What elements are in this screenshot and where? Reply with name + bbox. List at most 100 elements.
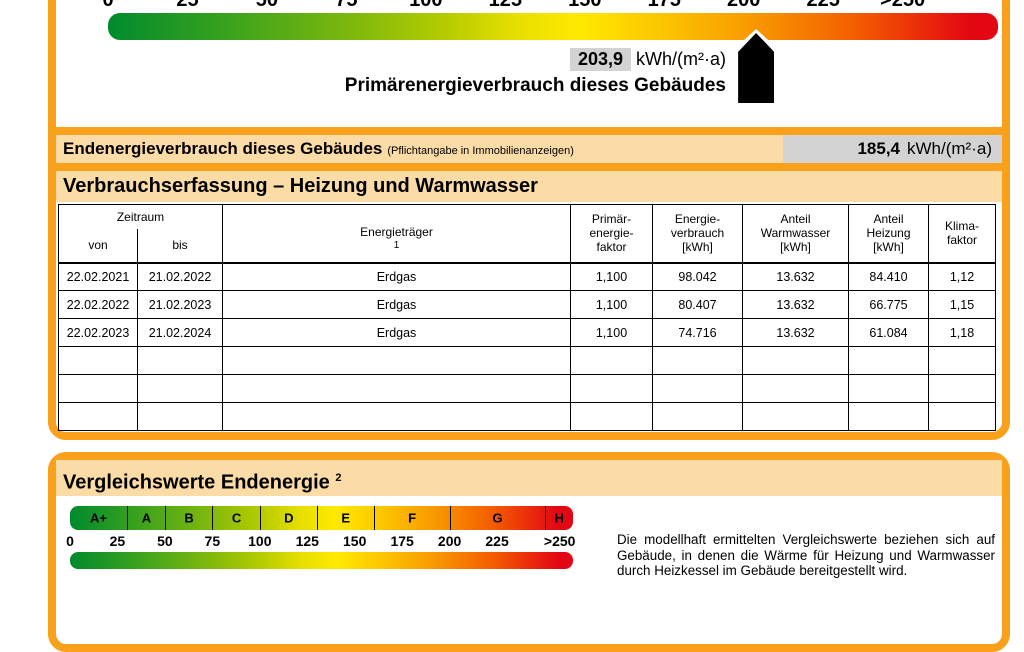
table-cell: 13.632: [742, 262, 849, 291]
col-header-zeitraum: Zeitraum: [58, 204, 223, 229]
table-cell: Erdgas: [222, 318, 571, 347]
table-cell: [570, 374, 653, 403]
table-cell: [742, 402, 849, 431]
footnote-sup: 1: [393, 239, 400, 251]
table-cell: [652, 374, 743, 403]
value-marker-arrow-fill: [738, 33, 775, 103]
table-cell: 1,18: [928, 318, 996, 347]
table-row: 22.02.2021 21.02.2022 Erdgas 1,100 98.042 13.…: [58, 262, 996, 291]
table-cell: 84.410: [848, 262, 929, 291]
efficiency-class-bar: A+ A B C D E F G H: [70, 506, 573, 530]
table-cell: [928, 402, 996, 431]
table-cell: [137, 402, 223, 431]
efficiency-class-segment-a: A: [126, 506, 165, 530]
endenergie-value: 185,4: [857, 139, 901, 158]
table-cell: [570, 346, 653, 375]
consumption-table: Zeitraum Energieträger 1 Primär- energie…: [58, 204, 996, 431]
col-header-energieverbrauch: Energie- verbrauch [kWh]: [652, 204, 743, 263]
table-cell: 21.02.2023: [137, 290, 223, 319]
primary-scale-tick: 0: [102, 0, 114, 11]
primary-scale-caption: Primärenergieverbrauch dieses Gebäudes: [344, 75, 726, 96]
table-cell: Erdgas: [222, 262, 571, 291]
comparison-tick: 0: [66, 533, 74, 549]
consumption-section-title: Verbrauchserfassung – Heizung und Warmwa…: [56, 171, 1002, 202]
table-cell: 80.407: [652, 290, 743, 319]
table-cell: 74.716: [652, 318, 743, 347]
comparison-tick: 225: [485, 533, 509, 549]
table-row: [58, 402, 996, 431]
table-cell: 22.02.2022: [58, 290, 138, 319]
efficiency-class-segment-e: E: [316, 506, 374, 530]
col-header-primaerenergiefaktor: Primär- energie- faktor: [570, 204, 653, 263]
primary-scale-tick: >250: [880, 0, 926, 11]
efficiency-class-segment-b: B: [164, 506, 212, 530]
efficiency-class-segment-a+: A+: [70, 506, 127, 530]
table-cell: [652, 346, 743, 375]
comparison-content: A+ A B C D E F G H 0 25 50 75 100 125 150 175 200 225 >250…: [56, 496, 1002, 606]
comparison-card: Vergleichswerte Endenergie 2 A+ A B C D E F G H …: [48, 452, 1010, 652]
comparison-tick-labels: 0 25 50 75 100 125 150 175 200 225 >250: [66, 533, 575, 549]
table-cell: 1,100: [570, 290, 653, 319]
primary-scale-tick: 100: [409, 0, 443, 11]
table-cell: 1,15: [928, 290, 996, 319]
efficiency-class-segment-g: G: [449, 506, 545, 530]
comparison-tick: 175: [390, 533, 414, 549]
table-row: 22.02.2022 21.02.2023 Erdgas 1,100 80.407 13.…: [58, 290, 996, 319]
endenergie-label: Endenergieverbrauch dieses Gebäudes (Pfli…: [56, 139, 574, 159]
endenergie-note: (Pflichtangabe in Immobilienanzeigen): [387, 145, 574, 157]
comparison-tick: 150: [343, 533, 367, 549]
table-cell: 1,100: [570, 318, 653, 347]
table-cell: 22.02.2021: [58, 262, 138, 291]
table-cell: [928, 374, 996, 403]
energy-certificate-upper-card: 0 25 50 75 100 125 150 175 200 225 >250 203,9 kWh/(…: [48, 0, 1010, 440]
table-cell: 22.02.2023: [58, 318, 138, 347]
table-cell: 1,12: [928, 262, 996, 291]
table-cell: [652, 402, 743, 431]
table-cell: 61.084: [848, 318, 929, 347]
efficiency-class-letter: D: [284, 510, 294, 526]
comparison-tick: 125: [295, 533, 319, 549]
comparison-tick: 75: [204, 533, 221, 549]
primary-scale-tick: 225: [806, 0, 840, 11]
comparison-section-title: Vergleichswerte Endenergie 2: [56, 460, 1002, 496]
value-marker-arrow-icon: [734, 29, 779, 103]
orange-divider: [56, 163, 1002, 171]
primary-scale-tick: 75: [335, 0, 358, 11]
table-cell: 21.02.2022: [137, 262, 223, 291]
primary-scale-tick: 125: [488, 0, 522, 11]
comparison-tick: 50: [157, 533, 173, 549]
efficiency-class-segment-c: C: [212, 506, 259, 530]
comparison-tick: 200: [437, 533, 462, 549]
table-cell: [742, 346, 849, 375]
table-cell: [222, 402, 571, 431]
efficiency-class-letter: F: [408, 510, 417, 526]
footnote-sup: 2: [335, 472, 342, 484]
efficiency-class-letter: A+: [89, 510, 107, 526]
efficiency-class-segment-h: H: [544, 506, 573, 530]
comparison-gradient-bar: [70, 552, 573, 569]
col-header-bis: bis: [137, 228, 223, 263]
col-header-energietraeger-text: Energieträger: [360, 224, 433, 239]
primary-value-line: 203,9 kWh/(m²·a): [56, 48, 726, 71]
efficiency-class-letter: C: [231, 510, 242, 526]
table-cell: [137, 374, 223, 403]
primary-scale-tick: 200: [727, 0, 761, 11]
primary-value-chip: 203,9: [569, 48, 632, 71]
col-header-von: von: [58, 228, 138, 263]
efficiency-class-letter: H: [554, 510, 564, 526]
table-cell: [848, 374, 929, 403]
table-cell: Erdgas: [222, 290, 571, 319]
primary-scale-tick: 175: [647, 0, 681, 11]
table-cell: [222, 346, 571, 375]
table-cell: 13.632: [742, 290, 849, 319]
efficiency-class-letter: G: [492, 510, 503, 526]
table-cell: 13.632: [742, 318, 849, 347]
col-header-anteil-heizung: Anteil Heizung [kWh]: [848, 204, 929, 263]
col-header-energietraeger: Energieträger 1: [222, 204, 571, 263]
table-row: [58, 374, 996, 403]
table-row: [58, 346, 996, 375]
primary-scale-tick: 25: [176, 0, 199, 11]
table-cell: [848, 346, 929, 375]
primary-energy-scale: 0 25 50 75 100 125 150 175 200 225 >250 203,9 kWh/(…: [56, 0, 1002, 127]
primary-scale-gradient-bar: [108, 13, 998, 40]
